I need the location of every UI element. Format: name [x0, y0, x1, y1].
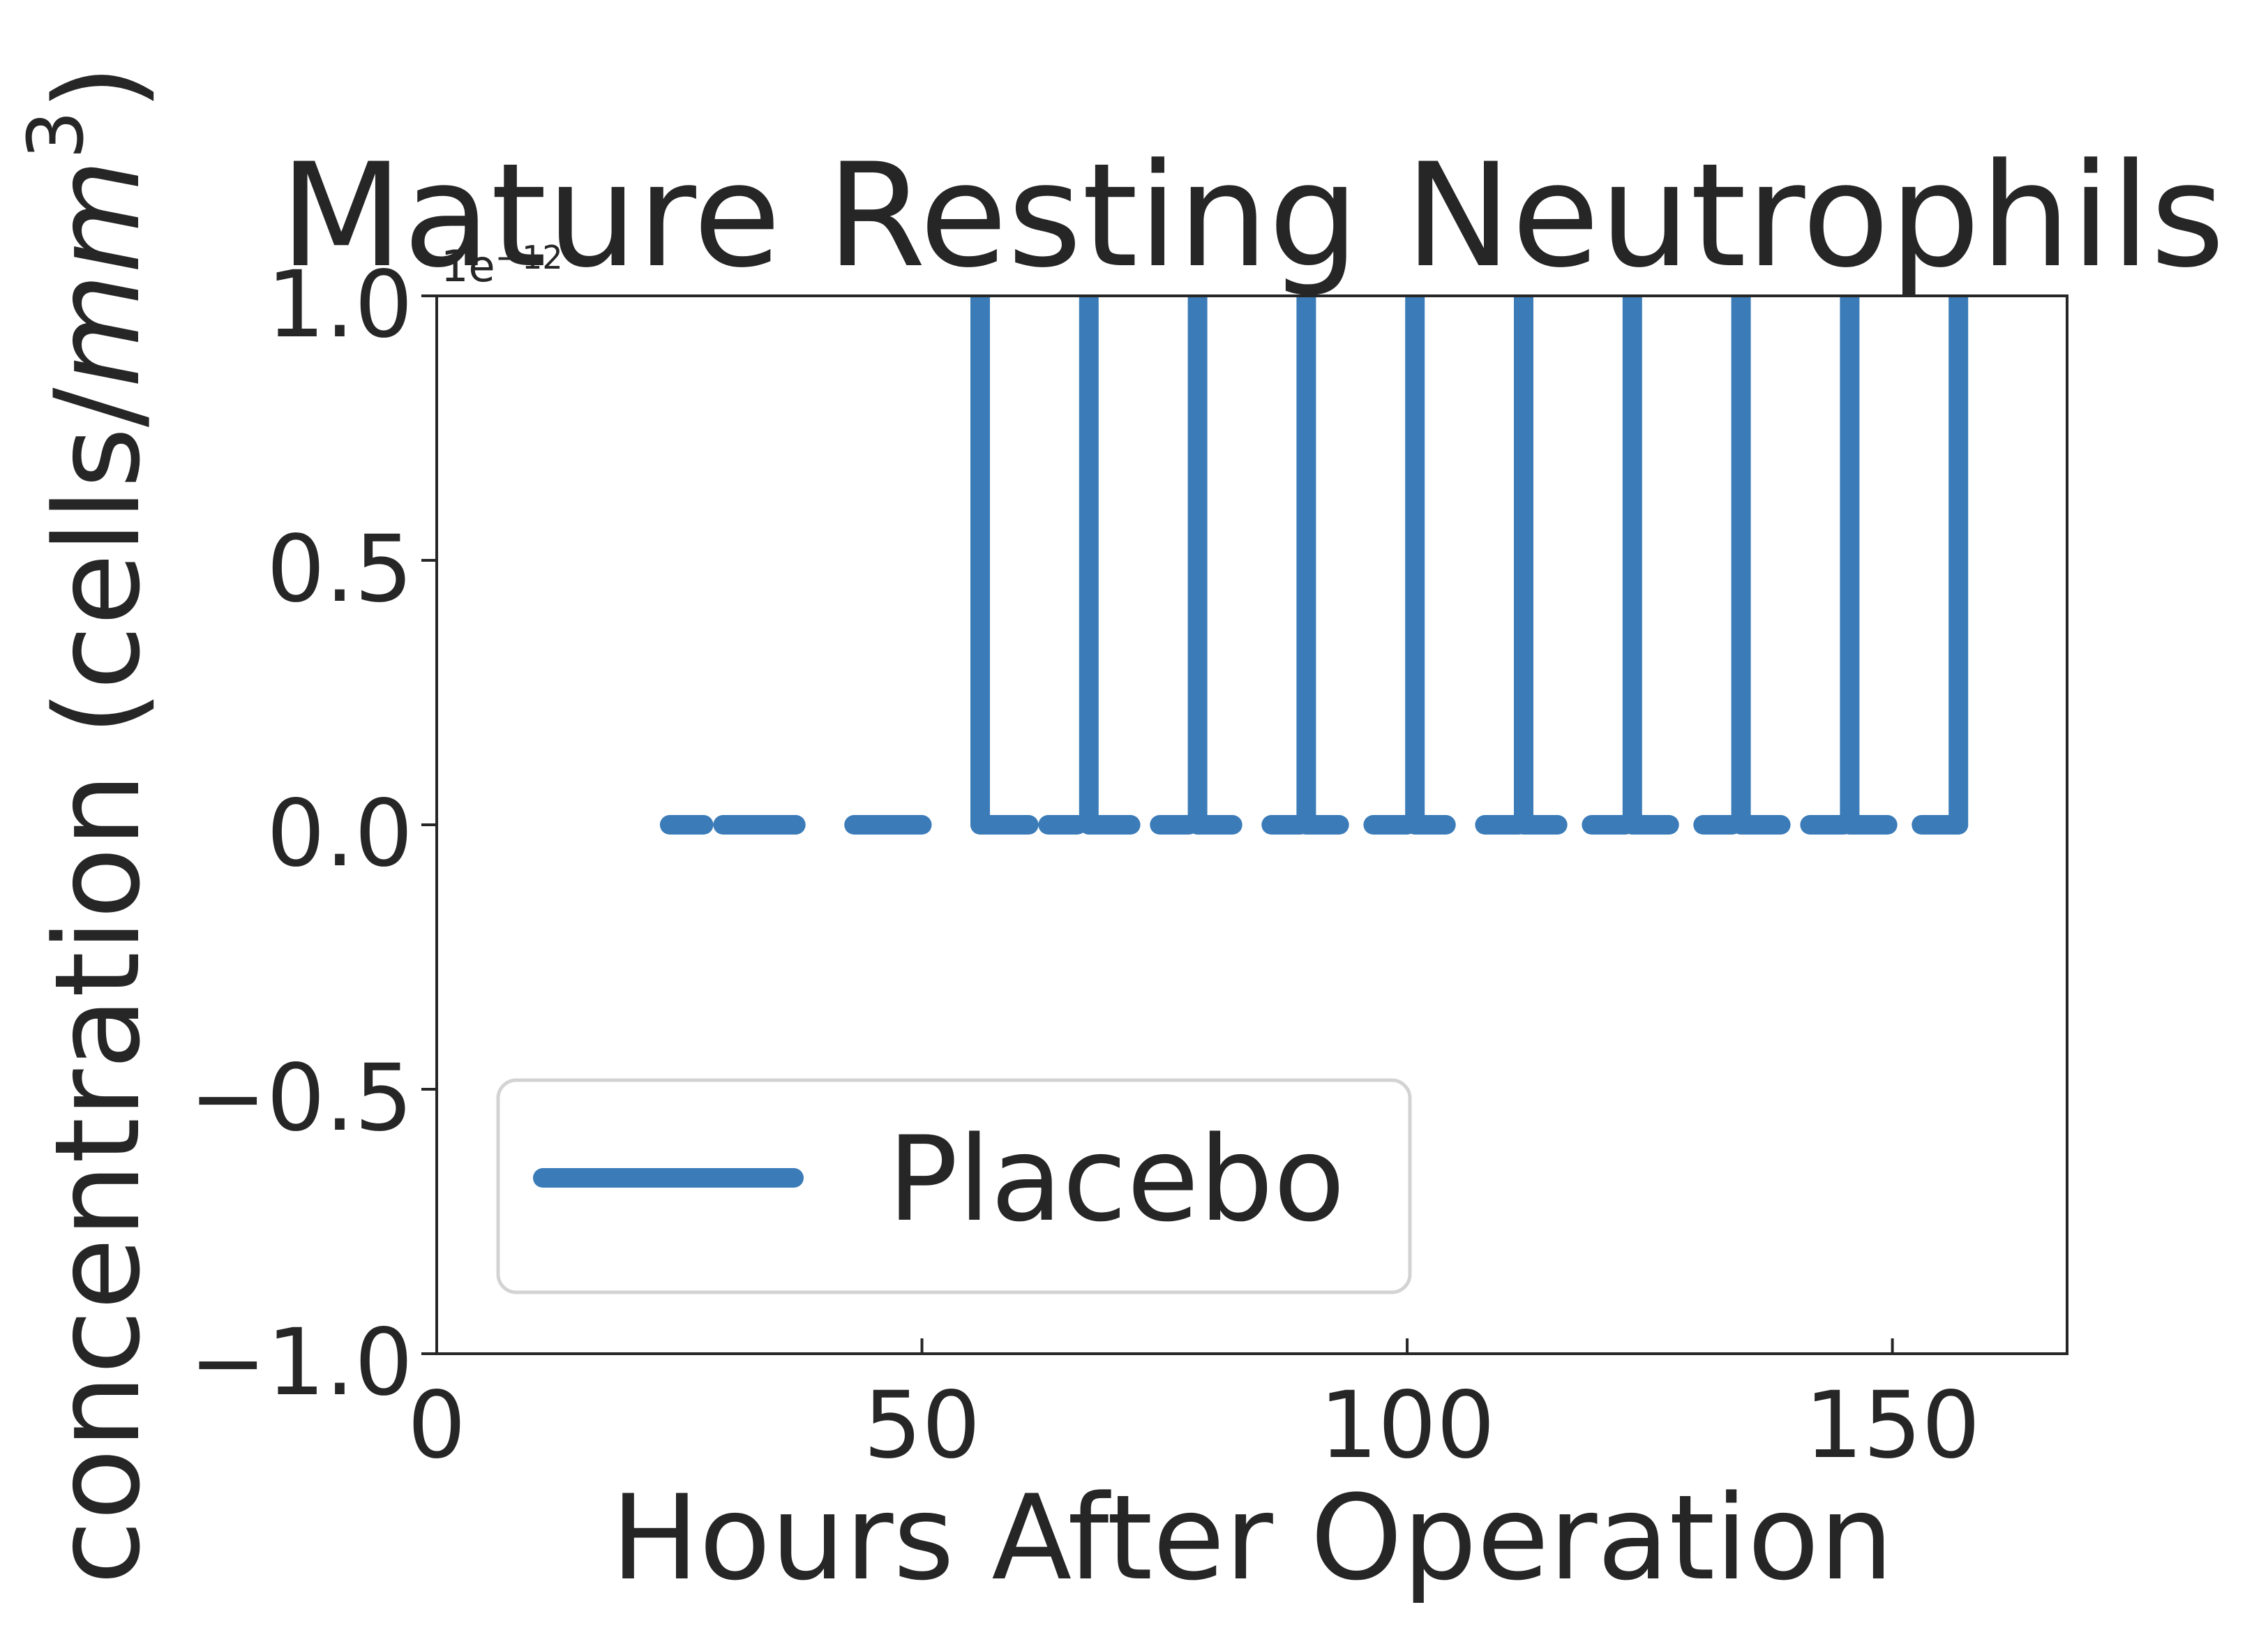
- series-layer: [659, 296, 1969, 835]
- plot-frame: [435, 294, 2068, 1355]
- y-axis-label-unit: mm: [29, 159, 166, 387]
- y-tick-label: −1.0: [189, 1309, 413, 1417]
- y-offset-label: 1e−12: [441, 239, 563, 292]
- y-axis-label-base: concentration (cells/: [29, 387, 166, 1585]
- chart-title: Mature Resting Neutrophils: [280, 133, 2225, 299]
- y-axis-label-close: ): [29, 65, 166, 111]
- x-tick-label: 0: [407, 1372, 466, 1479]
- y-axis-label-power: 3: [11, 110, 100, 159]
- x-ticks: 0 50 100 150: [407, 1338, 1981, 1479]
- y-tick-label: 0.0: [266, 780, 413, 888]
- x-tick-label: 100: [1319, 1372, 1495, 1479]
- x-tick-label: 150: [1805, 1372, 1981, 1479]
- legend-label-placebo: Placebo: [887, 1111, 1345, 1248]
- y-tick-label: −0.5: [189, 1045, 413, 1152]
- y-tick-label: 1.0: [266, 251, 413, 359]
- y-tick-label: 0.5: [266, 516, 413, 623]
- y-axis-label: concentration (cells/mm3): [11, 65, 166, 1585]
- legend-box: [496, 1078, 1412, 1294]
- x-tick-label: 50: [864, 1372, 981, 1479]
- legend: Placebo: [496, 1078, 1412, 1294]
- y-ticks: −1.0 −0.5 0.0 0.5 1.0: [189, 251, 437, 1417]
- y-offset-label-base: 1e: [441, 241, 495, 292]
- x-axis-label: Hours After Operation: [611, 1470, 1893, 1606]
- y-offset-label-exp: −12: [495, 239, 563, 276]
